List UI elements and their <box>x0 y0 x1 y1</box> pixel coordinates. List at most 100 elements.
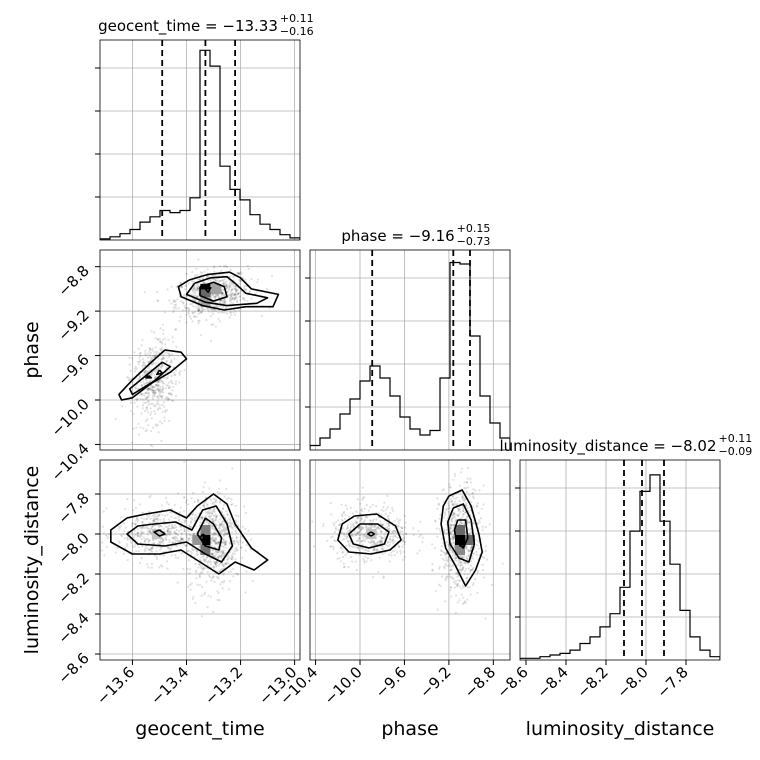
sample-point <box>93 515 95 517</box>
sample-point <box>343 510 346 514</box>
sample-point <box>402 533 405 536</box>
sample-point <box>203 591 207 594</box>
sample-point <box>160 525 163 528</box>
sample-point <box>177 515 180 518</box>
sample-point <box>322 525 325 528</box>
sample-point <box>363 548 366 551</box>
sample-point <box>214 562 217 565</box>
sample-point <box>236 293 239 296</box>
sample-point <box>477 512 480 515</box>
sample-point <box>151 391 154 394</box>
sample-point <box>228 287 231 290</box>
sample-point <box>192 533 195 536</box>
sample-point <box>170 507 173 511</box>
sample-point <box>162 357 165 360</box>
sample-point <box>158 381 161 384</box>
sample-point <box>195 315 198 318</box>
sample-point <box>228 316 231 319</box>
sample-point <box>174 532 177 535</box>
sample-point <box>478 519 481 522</box>
sample-point <box>147 540 150 543</box>
sample-point <box>215 500 218 503</box>
sample-point <box>214 325 217 328</box>
sample-point <box>208 487 211 490</box>
sample-point <box>234 519 237 522</box>
sample-point <box>221 563 224 566</box>
sample-point <box>139 397 142 401</box>
sample-point <box>238 273 241 276</box>
sample-point <box>232 542 235 545</box>
sample-point <box>229 311 232 314</box>
sample-point <box>225 562 228 565</box>
sample-point <box>394 535 397 538</box>
sample-point <box>357 531 360 534</box>
sample-point <box>220 291 223 294</box>
sample-point <box>454 611 457 615</box>
sample-point <box>467 520 470 524</box>
sample-point <box>167 392 170 395</box>
sample-point <box>201 516 204 519</box>
sample-point <box>217 550 220 553</box>
sample-point <box>342 550 345 553</box>
sample-point <box>147 367 150 370</box>
sample-point <box>143 383 146 386</box>
sample-point <box>451 524 454 527</box>
sample-point <box>174 369 178 372</box>
sample-point <box>357 539 360 542</box>
sample-point <box>139 535 142 539</box>
sample-point <box>458 559 461 562</box>
sample-point <box>192 280 195 283</box>
sample-point <box>453 541 456 545</box>
sample-point <box>462 586 465 589</box>
sample-point <box>401 537 404 540</box>
sample-point <box>178 519 181 522</box>
sample-point <box>155 383 158 386</box>
sample-point <box>168 299 171 302</box>
sample-point <box>210 323 213 326</box>
sample-point <box>208 517 211 520</box>
sample-point <box>366 516 369 519</box>
sample-point <box>437 502 440 505</box>
sample-point <box>221 529 224 532</box>
sample-point <box>119 516 123 519</box>
sample-point <box>152 519 155 522</box>
sample-point <box>444 552 447 555</box>
sample-point <box>239 298 242 302</box>
sample-point <box>146 526 149 530</box>
sample-point <box>357 533 360 537</box>
sample-point <box>456 584 459 587</box>
sample-point <box>397 524 400 527</box>
sample-point <box>452 513 455 516</box>
sample-point <box>147 394 150 397</box>
sample-point <box>203 282 207 285</box>
sample-point <box>151 397 154 400</box>
sample-point <box>136 387 139 391</box>
sample-point <box>444 577 447 580</box>
sample-point <box>164 536 167 539</box>
sample-point <box>152 354 155 357</box>
sample-point <box>196 286 199 290</box>
sample-point <box>148 530 151 533</box>
sample-point <box>161 422 164 425</box>
sample-point <box>351 523 355 526</box>
sample-point <box>158 338 161 341</box>
sample-point <box>463 521 466 524</box>
sample-point <box>476 569 479 573</box>
sample-point <box>188 308 191 312</box>
sample-point <box>351 560 354 563</box>
sample-point <box>387 553 391 556</box>
sample-point <box>222 507 225 510</box>
sample-point <box>207 310 211 313</box>
sample-point <box>218 527 221 530</box>
sample-point <box>192 312 195 315</box>
sample-point <box>194 274 197 277</box>
sample-point <box>157 389 160 392</box>
sample-point <box>458 509 461 512</box>
sample-point <box>244 278 247 281</box>
sample-point <box>446 541 449 544</box>
sample-point <box>236 299 239 302</box>
sample-point <box>162 543 166 546</box>
x-axis-label-luminosity_distance: luminosity_distance <box>526 718 715 740</box>
sample-point <box>215 550 218 553</box>
sample-point <box>165 360 168 363</box>
